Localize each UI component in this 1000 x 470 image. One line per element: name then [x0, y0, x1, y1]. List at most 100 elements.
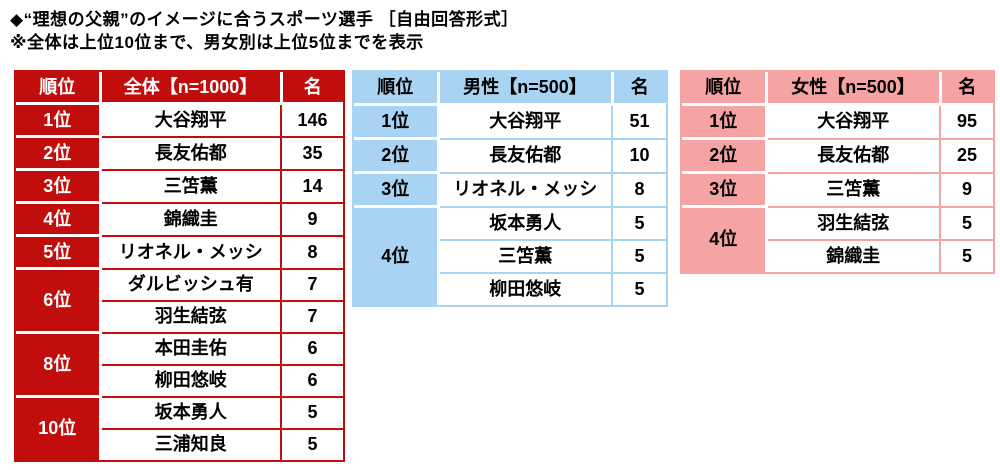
- count-cell: 9: [940, 172, 993, 208]
- count-cell: 6: [281, 364, 343, 398]
- table-row: 10位 坂本勇人 5: [16, 396, 343, 460]
- table-row: 5位 リオネル・メッシ 8: [16, 235, 343, 270]
- overall-count-col-header: 名: [281, 72, 343, 105]
- count-cell: 7: [281, 268, 343, 302]
- table-row: 3位 リオネル・メッシ 8: [354, 172, 666, 208]
- table-header-row: 順位 男性【n=500】 名: [354, 72, 666, 106]
- table-row: 三浦知良 5: [16, 428, 343, 460]
- count-cell: 5: [281, 396, 343, 430]
- count-cell: 5: [612, 239, 666, 274]
- table-row: 三笘薫 5: [354, 239, 666, 274]
- player-name-cell: 坂本勇人: [100, 396, 282, 430]
- player-name-cell: 柳田悠岐: [438, 272, 613, 305]
- player-name-cell: 柳田悠岐: [100, 364, 282, 398]
- table-row: 3位 三笘薫 9: [682, 172, 993, 208]
- table-row: 3位 三笘薫 14: [16, 169, 343, 204]
- table-row: 羽生結弦 7: [16, 300, 343, 334]
- count-cell: 10: [612, 138, 666, 174]
- table-header-row: 順位 全体【n=1000】 名: [16, 72, 343, 105]
- rank-cell: 3位: [16, 169, 102, 204]
- female-table: 順位 女性【n=500】 名 1位 大谷翔平 95 2位 長友佑都 25 3位 …: [682, 72, 993, 272]
- male-group-header: 男性【n=500】: [438, 72, 614, 106]
- rank-cell: 3位: [354, 172, 440, 208]
- player-name-cell: 三笘薫: [766, 172, 941, 208]
- player-name-cell: 羽生結弦: [100, 300, 282, 334]
- count-cell: 5: [940, 239, 993, 272]
- count-cell: 5: [612, 206, 666, 241]
- player-name-cell: リオネル・メッシ: [438, 172, 613, 208]
- table-row: 2位 長友佑都 35: [16, 136, 343, 171]
- table-row: 2位 長友佑都 25: [682, 138, 993, 174]
- count-cell: 51: [612, 104, 666, 140]
- player-name-cell: 長友佑都: [438, 138, 613, 174]
- table-row: 柳田悠岐 5: [354, 272, 666, 305]
- player-name-cell: 羽生結弦: [766, 206, 941, 241]
- page-note: ※全体は上位10位まで、男女別は上位5位までを表示: [10, 33, 424, 52]
- rank-cell: 8位: [16, 332, 102, 398]
- rank-cell: 1位: [354, 104, 440, 140]
- player-name-cell: 錦織圭: [766, 239, 941, 272]
- rank-cell: 2位: [16, 136, 102, 171]
- player-name-cell: 大谷翔平: [438, 104, 613, 140]
- rank-cell: 6位: [16, 268, 102, 334]
- table-row: 4位 坂本勇人 5: [354, 206, 666, 305]
- rank-cell: 3位: [682, 172, 768, 208]
- player-name-cell: 大谷翔平: [100, 103, 282, 138]
- count-cell: 35: [281, 136, 343, 171]
- player-name-cell: 三笘薫: [438, 239, 613, 274]
- table-male: 順位 男性【n=500】 名 1位 大谷翔平 51 2位 長友佑都 10 3位 …: [352, 70, 668, 307]
- count-cell: 5: [612, 272, 666, 305]
- table-row: 2位 長友佑都 10: [354, 138, 666, 174]
- player-name-cell: ダルビッシュ有: [100, 268, 282, 302]
- table-row: 錦織圭 5: [682, 239, 993, 272]
- male-count-col-header: 名: [612, 72, 666, 106]
- count-cell: 6: [281, 332, 343, 366]
- rank-cell: 4位: [16, 202, 102, 237]
- rank-cell: 2位: [354, 138, 440, 174]
- table-row: 1位 大谷翔平 146: [16, 103, 343, 138]
- count-cell: 25: [940, 138, 993, 174]
- rank-cell: 2位: [682, 138, 768, 174]
- rank-cell: 4位: [682, 206, 768, 272]
- male-rank-col-header: 順位: [354, 72, 440, 106]
- table-row: 柳田悠岐 6: [16, 364, 343, 398]
- table-row: 8位 本田圭佑 6: [16, 332, 343, 398]
- count-cell: 5: [281, 428, 343, 460]
- count-cell: 14: [281, 169, 343, 204]
- male-table: 順位 男性【n=500】 名 1位 大谷翔平 51 2位 長友佑都 10 3位 …: [354, 72, 666, 305]
- female-count-col-header: 名: [940, 72, 993, 106]
- player-name-cell: 三浦知良: [100, 428, 282, 460]
- count-cell: 146: [281, 103, 343, 138]
- table-female: 順位 女性【n=500】 名 1位 大谷翔平 95 2位 長友佑都 25 3位 …: [680, 70, 995, 274]
- table-row: 4位 羽生結弦 5: [682, 206, 993, 272]
- table-row: 1位 大谷翔平 51: [354, 104, 666, 140]
- player-name-cell: 三笘薫: [100, 169, 282, 204]
- female-rank-col-header: 順位: [682, 72, 768, 106]
- table-row: 6位 ダルビッシュ有 7: [16, 268, 343, 334]
- rank-cell: 1位: [16, 103, 102, 138]
- count-cell: 7: [281, 300, 343, 334]
- player-name-cell: 錦織圭: [100, 202, 282, 237]
- overall-table: 順位 全体【n=1000】 名 1位 大谷翔平 146 2位 長友佑都 35 3…: [16, 72, 343, 460]
- player-name-cell: 長友佑都: [766, 138, 941, 174]
- count-cell: 8: [281, 235, 343, 270]
- rank-cell: 10位: [16, 396, 102, 460]
- count-cell: 95: [940, 104, 993, 140]
- overall-group-header: 全体【n=1000】: [100, 72, 283, 105]
- page-title: ◆“理想の父親”のイメージに合うスポーツ選手 ［自由回答形式］: [10, 10, 519, 29]
- table-overall: 順位 全体【n=1000】 名 1位 大谷翔平 146 2位 長友佑都 35 3…: [14, 70, 345, 462]
- rank-cell: 5位: [16, 235, 102, 270]
- player-name-cell: 長友佑都: [100, 136, 282, 171]
- count-cell: 8: [612, 172, 666, 208]
- rank-cell: 4位: [354, 206, 440, 305]
- overall-rank-col-header: 順位: [16, 72, 102, 105]
- table-header-row: 順位 女性【n=500】 名: [682, 72, 993, 106]
- player-name-cell: 坂本勇人: [438, 206, 613, 241]
- rank-cell: 1位: [682, 104, 768, 140]
- player-name-cell: リオネル・メッシ: [100, 235, 282, 270]
- count-cell: 9: [281, 202, 343, 237]
- table-row: 4位 錦織圭 9: [16, 202, 343, 237]
- female-group-header: 女性【n=500】: [766, 72, 942, 106]
- player-name-cell: 大谷翔平: [766, 104, 941, 140]
